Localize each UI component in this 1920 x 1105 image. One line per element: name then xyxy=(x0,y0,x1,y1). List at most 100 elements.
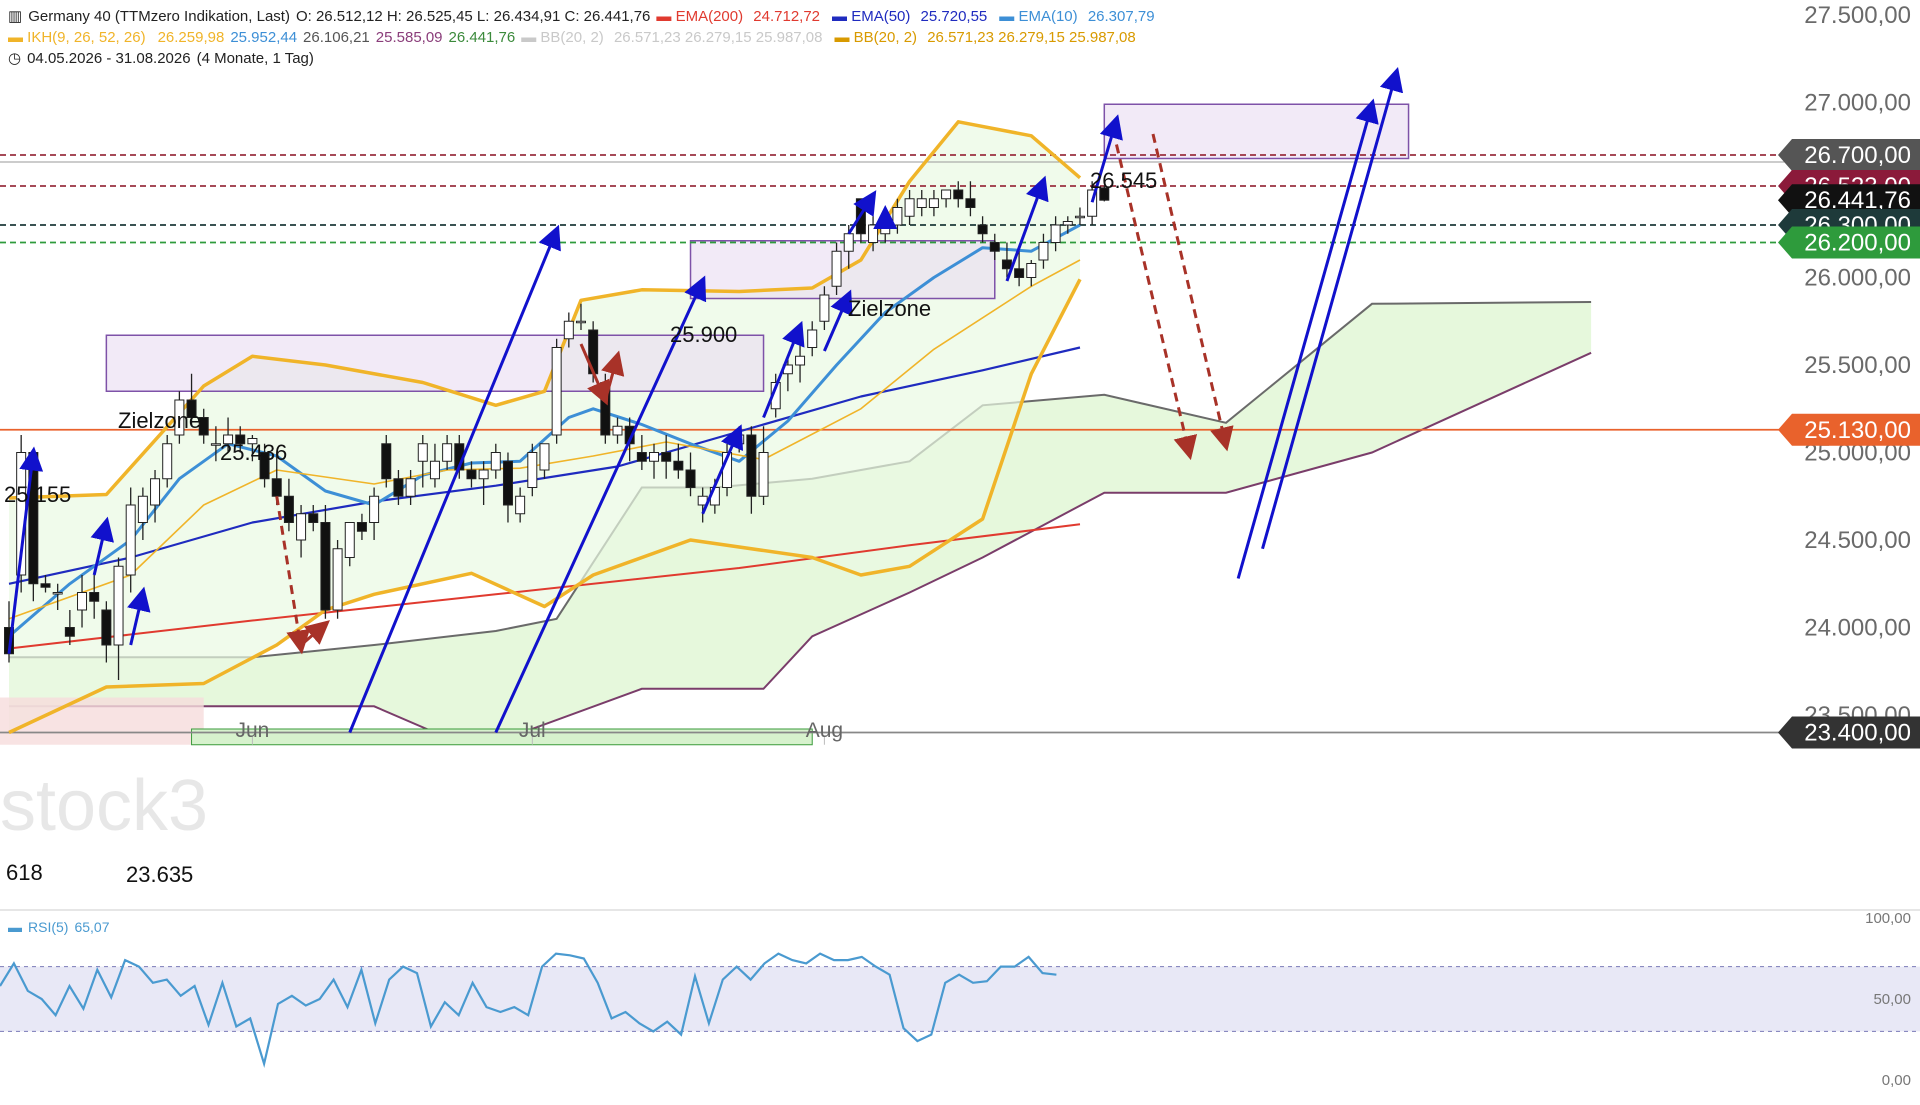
candle-body xyxy=(916,198,927,208)
bb-dim-values: 26.571,23 26.279,15 25.987,08 xyxy=(613,29,823,46)
price-tag xyxy=(1778,139,1920,171)
candle-body xyxy=(247,438,258,445)
candle-body xyxy=(52,592,63,595)
level-label-23635: 23.635 xyxy=(126,862,193,887)
candle-body xyxy=(612,425,623,436)
candle-body xyxy=(125,504,136,576)
candle-body xyxy=(563,320,574,340)
projection-arrows xyxy=(7,66,1404,734)
ichimoku-cloud xyxy=(0,121,1592,746)
price-tag-label: 26.700,00 xyxy=(1804,142,1911,169)
candle-body xyxy=(478,469,489,480)
cloud-span-b xyxy=(9,351,1592,739)
ema10-label: EMA(10) xyxy=(1018,8,1078,25)
arrow-up xyxy=(90,516,114,576)
ikh-label: IKH(9, 26, 52, 26) xyxy=(27,29,146,46)
candle-body xyxy=(381,443,392,480)
candle-body xyxy=(539,443,550,471)
candle-body xyxy=(150,478,161,506)
arrow-up xyxy=(1090,114,1123,203)
candle-body xyxy=(89,592,100,602)
ikh-value-2: 25.952,44 xyxy=(230,29,298,46)
ikh-value-3: 26.106,21 xyxy=(303,29,370,46)
candle-body xyxy=(868,224,879,243)
price-tag xyxy=(1778,716,1920,749)
price-tag-label: 25.130,00 xyxy=(1804,417,1911,444)
header-line-2: ▬ IKH(9, 26, 52, 26) 26.259,98 25.952,44 26… xyxy=(8,29,1136,46)
ema50-label: EMA(50) xyxy=(851,8,911,25)
candle-body xyxy=(1099,187,1110,201)
candle-body xyxy=(186,399,197,418)
candle-body xyxy=(308,513,319,523)
candle-body xyxy=(490,452,501,471)
x-tick-label: Aug xyxy=(806,719,843,742)
y-tick-label: 24.000,00 xyxy=(1804,615,1911,642)
candle-body xyxy=(661,452,672,462)
y-tick-label: 27.500,00 xyxy=(1804,2,1911,29)
series-5 xyxy=(8,120,1082,500)
target-zones xyxy=(105,103,1410,392)
candle-body xyxy=(989,242,1000,252)
arrow-down xyxy=(579,343,610,406)
candle-body xyxy=(174,399,185,436)
candle-body xyxy=(40,583,51,588)
arrow-down xyxy=(601,350,625,401)
candle-body xyxy=(417,443,428,462)
rsi-y-tick: 100,00 xyxy=(1865,910,1911,927)
candle-body xyxy=(649,452,660,462)
ohlc-values: O: 26.512,12 H: 26.525,45 L: 26.434,91 C… xyxy=(295,8,651,25)
candle-body xyxy=(64,627,75,637)
candle-body xyxy=(551,347,562,436)
candle-body xyxy=(746,434,757,497)
price-tag-label: 23.400,00 xyxy=(1804,720,1911,747)
candle-body xyxy=(880,215,891,235)
rsi-value: 65,07 xyxy=(74,919,110,935)
candle-body xyxy=(928,198,939,208)
candle-body xyxy=(198,417,209,436)
candle-body xyxy=(283,495,294,523)
candle-body xyxy=(1050,224,1061,243)
candle-body xyxy=(101,609,112,646)
price-tag xyxy=(1778,184,1920,217)
bb-dim-label: BB(20, 2) xyxy=(540,29,604,46)
candle-body xyxy=(344,522,355,558)
x-tick-label: Jun xyxy=(235,719,269,742)
level-label-618: 618 xyxy=(6,860,43,885)
zone-label-1: Zielzone xyxy=(118,408,201,433)
ikh-value-4: 25.585,09 xyxy=(375,29,443,46)
candle-body xyxy=(636,452,647,462)
candle-body xyxy=(502,460,513,506)
candle-body xyxy=(332,548,343,611)
candle-body xyxy=(405,478,416,497)
symbol-title: Germany 40 (TTMzero Indikation, Last) xyxy=(28,8,290,25)
series-4 xyxy=(8,259,1081,620)
arrow-down xyxy=(1115,144,1198,461)
arrow-up xyxy=(823,289,853,352)
ema10-value: 26.307,79 xyxy=(1087,8,1155,25)
ema200-value: 24.712,72 xyxy=(753,8,821,25)
green-zone xyxy=(191,728,813,746)
x-tick-label: Jul xyxy=(519,719,546,742)
rsi-label: RSI(5) xyxy=(28,919,69,935)
y-tick-label: 24.500,00 xyxy=(1804,527,1911,554)
arrow-down xyxy=(275,496,311,655)
candle-body xyxy=(904,198,915,217)
candle-body xyxy=(429,460,440,480)
chart-icon: ▥ xyxy=(8,8,23,25)
candle-body xyxy=(210,443,221,446)
candle-body xyxy=(819,294,830,322)
candle-body xyxy=(953,189,964,200)
candle-body xyxy=(320,522,331,611)
candle-body xyxy=(515,495,526,515)
header-line-3: ◷ 04.05.2026 - 31.08.2026 (4 Monate, 1 Tag… xyxy=(8,50,320,68)
arrow-up xyxy=(1236,98,1379,579)
candle-body xyxy=(259,452,270,480)
ema200-label: EMA(200) xyxy=(675,8,744,25)
candle-body xyxy=(527,452,538,488)
candle-body xyxy=(977,224,988,235)
arrow-down xyxy=(300,620,330,647)
candle-body xyxy=(1074,215,1085,219)
indicator-lines xyxy=(8,120,1082,735)
price-axis: 27.500,0027.000,0026.000,0025.500,0025.0… xyxy=(1778,2,1920,749)
rsi-panel: 100,00 50,00 0,00 xyxy=(0,910,1920,1089)
